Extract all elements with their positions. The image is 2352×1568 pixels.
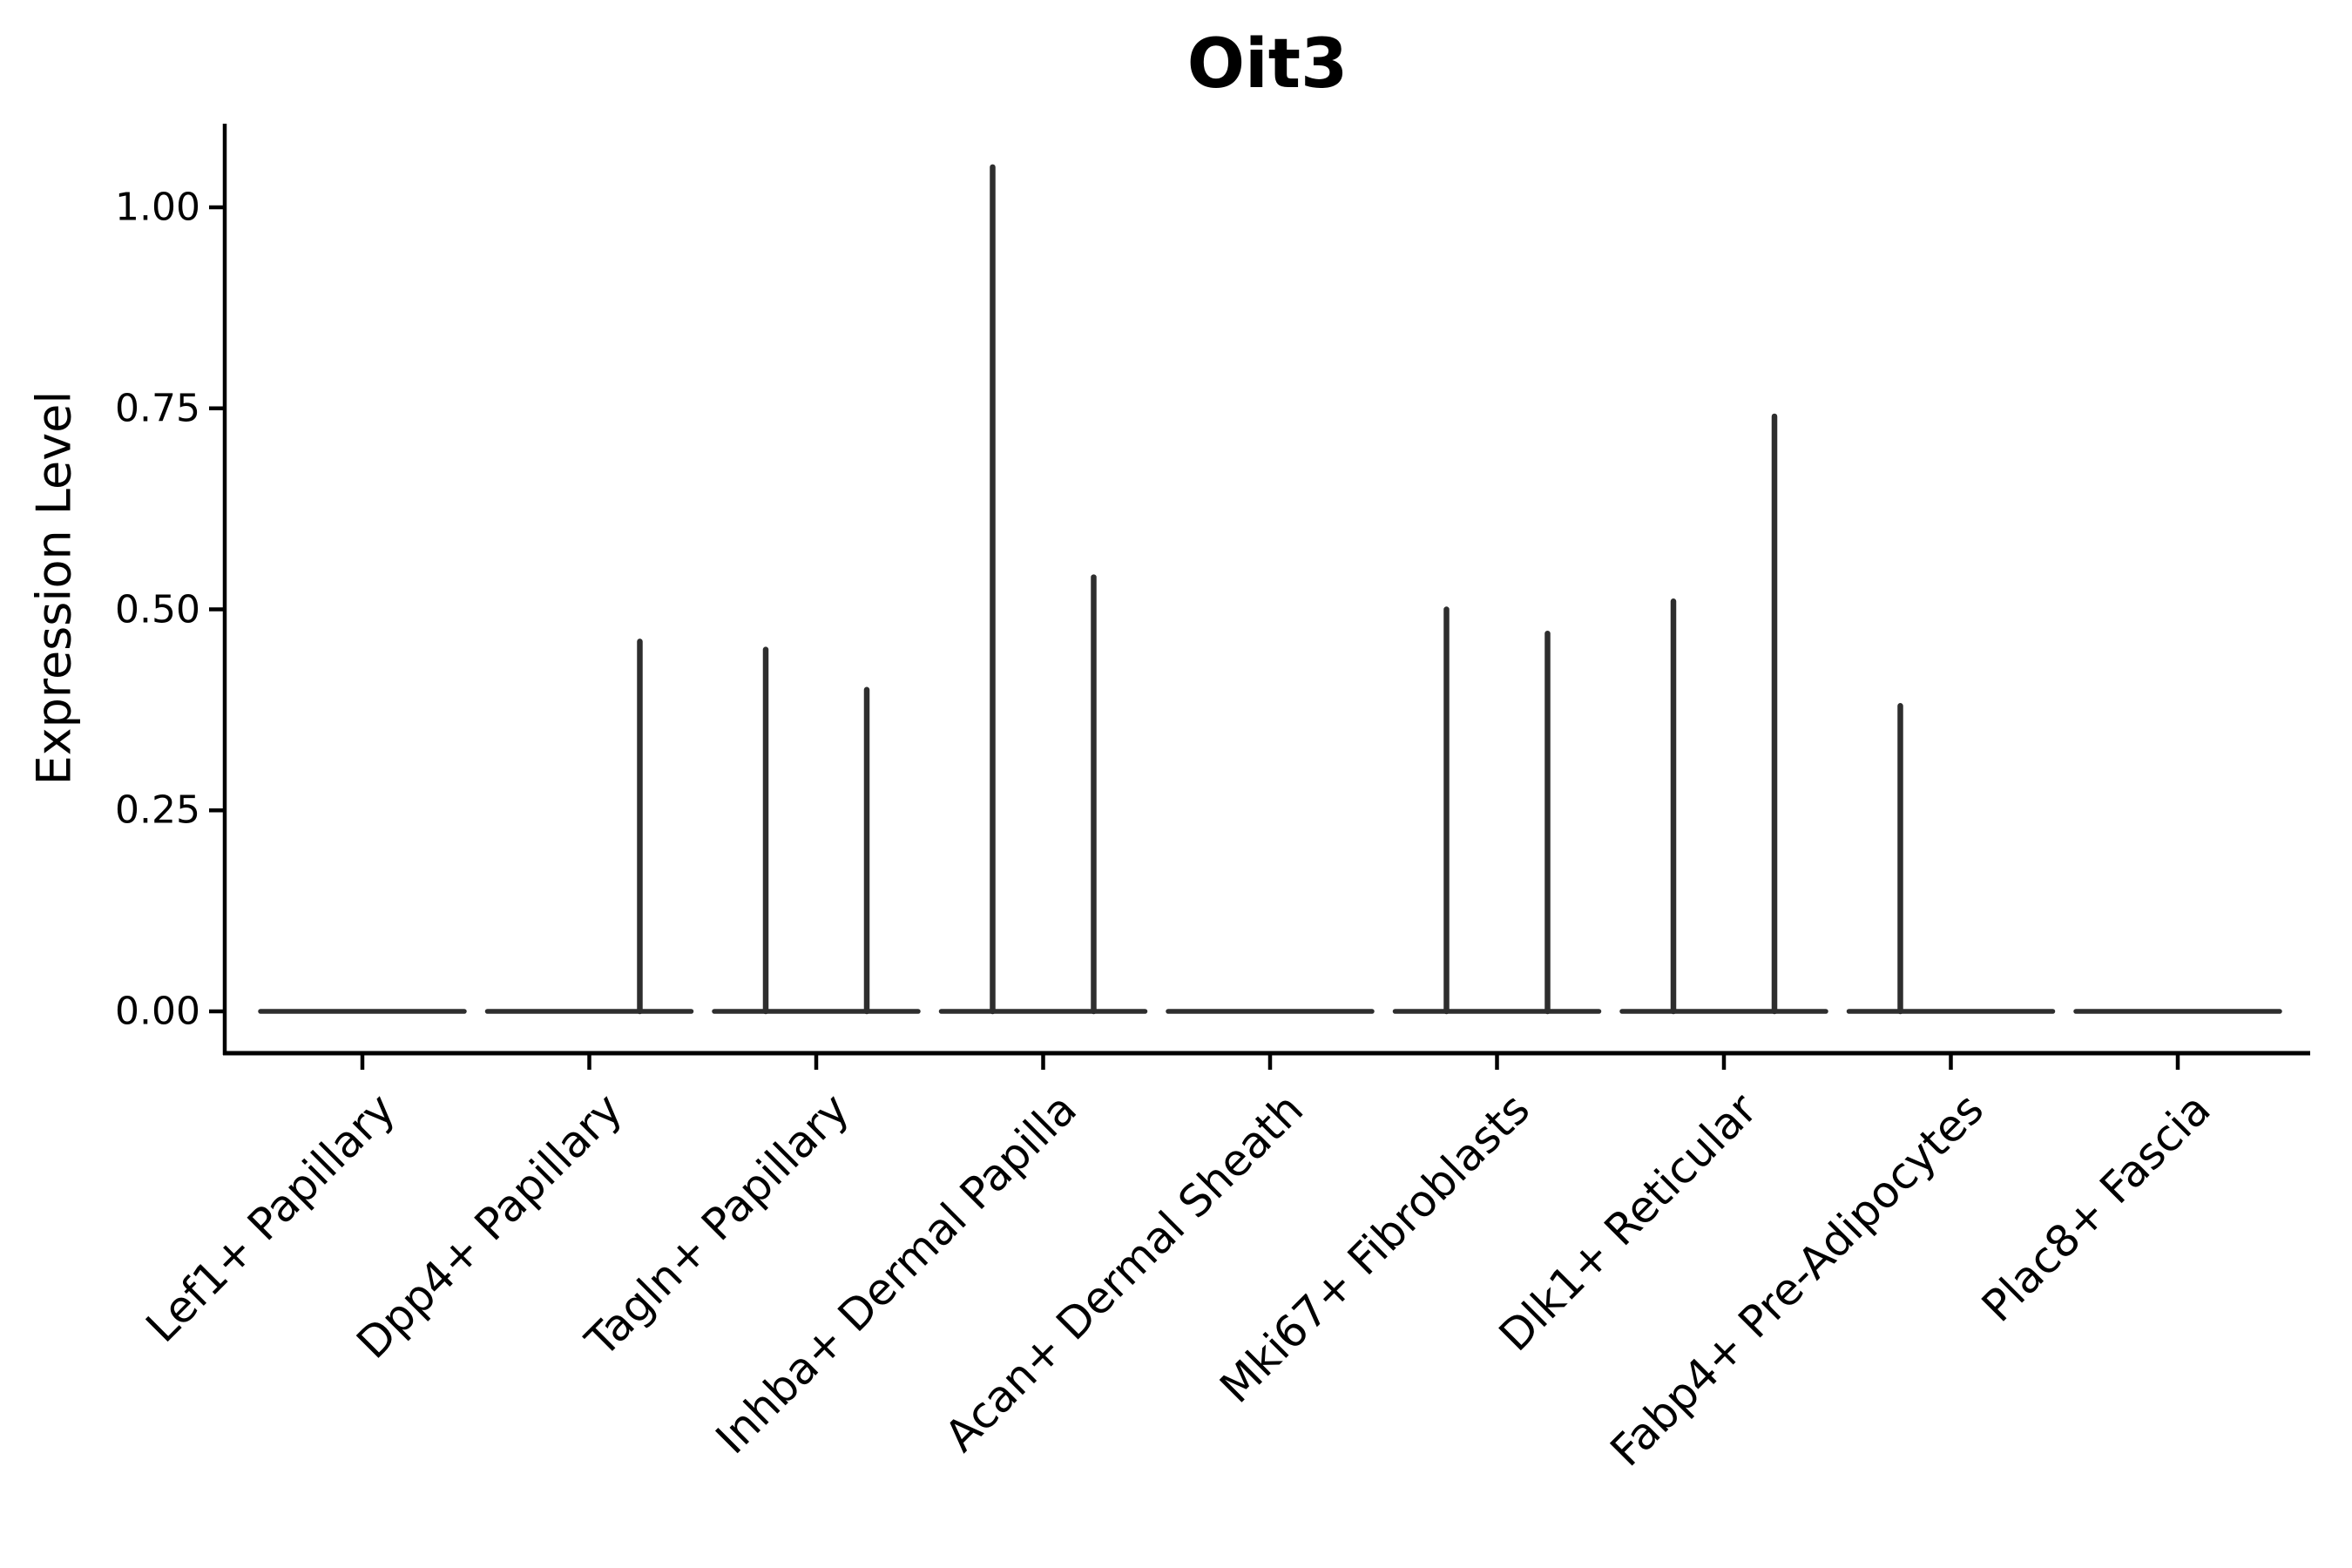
y-tick-label: 1.00	[115, 185, 200, 230]
y-tick-label: 0.50	[115, 587, 200, 632]
y-tick-label: 0.25	[115, 787, 200, 833]
chart-title: Oit3	[1186, 25, 1348, 104]
y-tick-label: 0.00	[115, 989, 200, 1034]
y-tick-label: 0.75	[115, 386, 200, 431]
